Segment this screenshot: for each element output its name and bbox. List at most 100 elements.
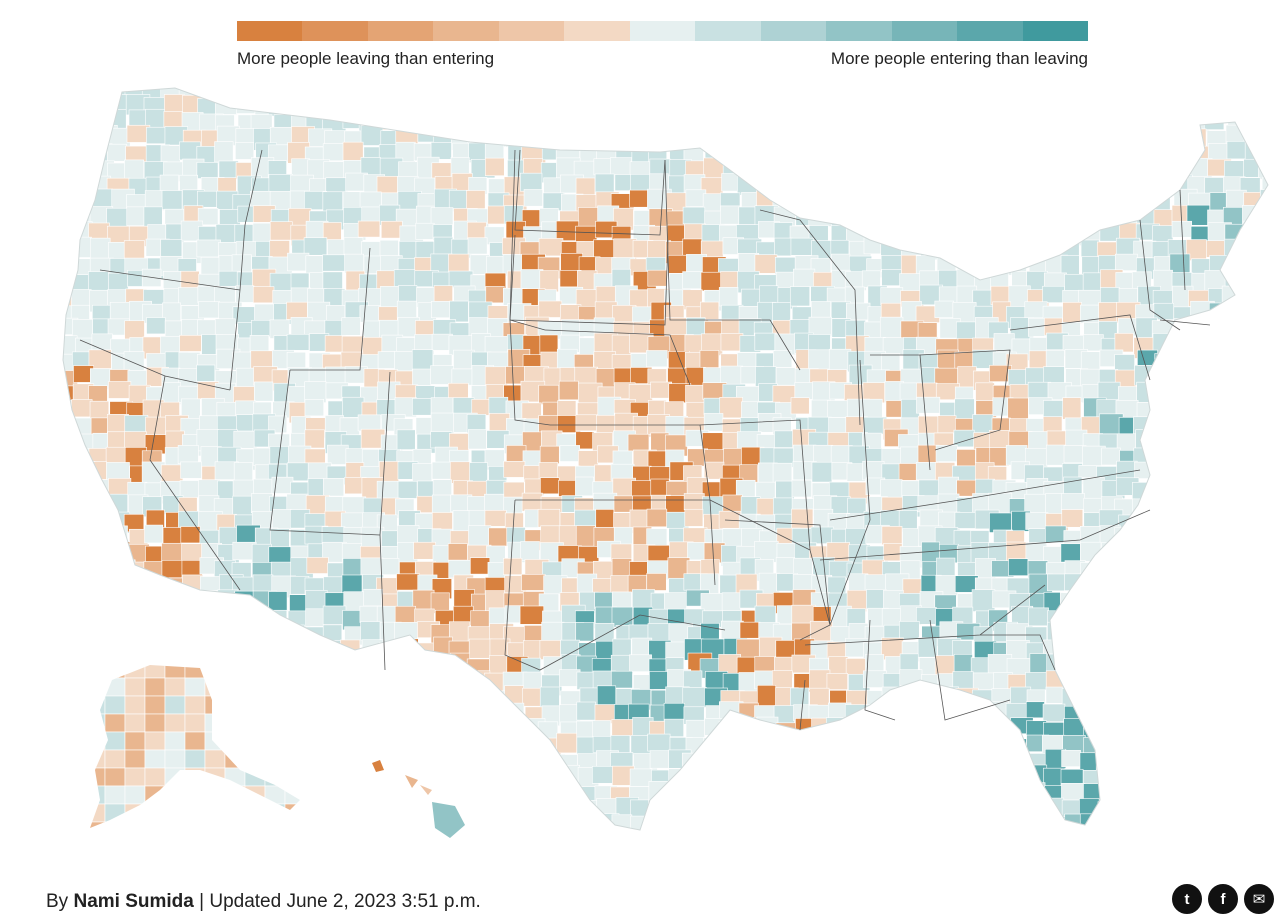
county [470, 703, 494, 726]
county [935, 686, 959, 709]
county [688, 865, 708, 870]
county [124, 767, 146, 787]
county [1045, 94, 1068, 115]
county [363, 689, 384, 711]
county [91, 576, 113, 595]
twitter-share-button[interactable]: t [1172, 884, 1202, 914]
county [1009, 173, 1031, 196]
county [90, 767, 106, 787]
county [224, 677, 246, 697]
county [951, 814, 976, 830]
county [577, 88, 601, 97]
county [1258, 782, 1268, 803]
county [505, 126, 531, 148]
county [754, 750, 775, 771]
author-name[interactable]: Nami Sumida [73, 891, 194, 912]
legend-swatch [695, 21, 761, 41]
county [1061, 658, 1084, 679]
county [973, 146, 993, 167]
county [453, 88, 477, 98]
county [467, 237, 488, 255]
county [993, 751, 1016, 773]
county [1150, 428, 1175, 452]
county [92, 530, 113, 548]
county [1259, 366, 1268, 386]
county [272, 722, 295, 742]
county [376, 734, 396, 757]
county [284, 695, 300, 715]
county [542, 864, 564, 870]
county [1203, 624, 1227, 643]
county [1043, 109, 1069, 130]
county [828, 848, 851, 869]
county [1154, 672, 1177, 691]
us-county-map[interactable] [0, 80, 1280, 870]
county [1206, 785, 1228, 805]
county [1101, 593, 1125, 612]
county [124, 159, 145, 181]
county [180, 610, 201, 631]
county [934, 88, 959, 99]
migration-map[interactable] [0, 80, 1280, 870]
county [1131, 142, 1155, 161]
county [994, 861, 1014, 870]
county [235, 285, 255, 303]
county [630, 834, 649, 850]
legend-swatch [367, 21, 434, 41]
county [1240, 88, 1261, 98]
county [88, 494, 113, 512]
county [794, 382, 814, 400]
county [411, 652, 434, 671]
county [1134, 113, 1156, 137]
county [1082, 142, 1105, 165]
county [722, 733, 742, 756]
county [204, 713, 226, 733]
county [412, 722, 436, 741]
county [430, 722, 455, 745]
county [1064, 273, 1084, 293]
county [1222, 734, 1243, 755]
facebook-share-button[interactable]: f [1208, 884, 1238, 914]
county [685, 719, 705, 740]
county [343, 88, 363, 98]
county [720, 829, 742, 830]
county [74, 701, 94, 720]
county [719, 862, 740, 870]
county [1277, 256, 1280, 273]
county [272, 748, 292, 767]
county [574, 110, 597, 131]
county [1240, 786, 1262, 805]
county [630, 88, 654, 101]
county [1222, 589, 1244, 612]
county [1204, 383, 1229, 401]
county [1190, 736, 1211, 756]
county [340, 639, 361, 658]
county [125, 831, 145, 851]
county [358, 94, 379, 112]
county [160, 639, 181, 657]
county [1243, 815, 1267, 830]
county [470, 96, 491, 119]
county [63, 174, 72, 196]
county [1223, 622, 1243, 643]
county [1258, 415, 1268, 437]
county [915, 462, 939, 481]
email-share-button[interactable]: ✉ [1244, 884, 1274, 914]
county [396, 429, 416, 450]
county [772, 350, 793, 368]
county [1242, 274, 1265, 296]
county [861, 88, 885, 104]
county [703, 737, 728, 760]
county [1096, 817, 1121, 830]
county [1151, 799, 1172, 819]
county [217, 815, 239, 830]
county [988, 738, 1013, 761]
county [325, 688, 346, 707]
county [489, 753, 510, 771]
county [264, 713, 286, 733]
county [451, 766, 472, 788]
county [1101, 573, 1123, 595]
county [1243, 497, 1267, 520]
county [235, 367, 256, 390]
county [684, 784, 709, 801]
